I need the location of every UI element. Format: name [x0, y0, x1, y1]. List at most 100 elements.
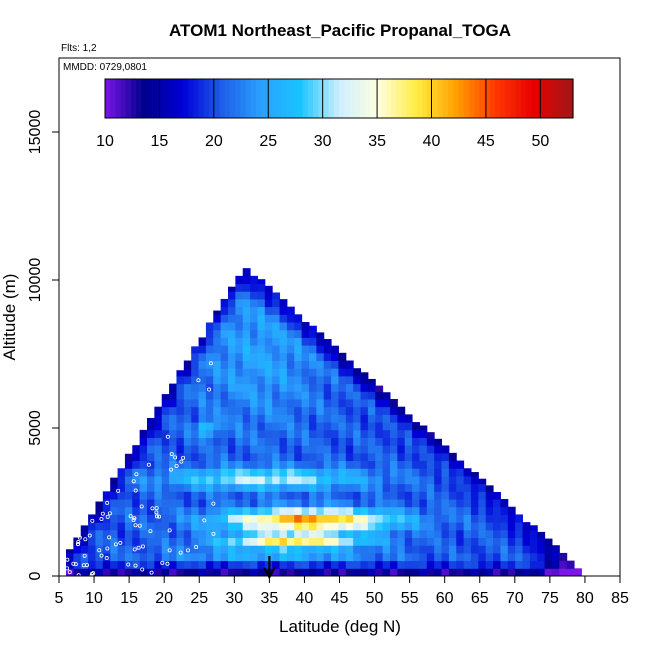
heatmap-cell [294, 537, 303, 546]
heatmap-cell [242, 298, 251, 308]
heatmap-cell [279, 322, 288, 331]
heatmap-cell [507, 514, 516, 523]
heatmap-cell [176, 460, 185, 469]
colorbar-segment [417, 79, 423, 118]
heatmap-cell [308, 360, 317, 369]
heatmap-cell [279, 375, 288, 385]
heatmap-cell [183, 475, 192, 485]
heatmap-cell [441, 445, 450, 454]
heatmap-cell [279, 398, 288, 408]
heatmap-cell [301, 445, 310, 454]
sample-point [99, 553, 104, 558]
heatmap-cell [323, 452, 332, 462]
heatmap-cell [338, 406, 347, 415]
heatmap-cell [272, 529, 281, 539]
heatmap-cell [102, 491, 111, 500]
heatmap-cell [286, 468, 295, 477]
heatmap-cell [272, 545, 281, 554]
x-tick-label: 20 [155, 590, 173, 607]
heatmap-cell [375, 437, 384, 446]
heatmap-cell [250, 368, 258, 377]
heatmap-cell [205, 537, 214, 546]
heatmap-cell [412, 522, 420, 531]
heatmap-cell [294, 406, 303, 415]
x-tick-label: 25 [190, 590, 208, 607]
heatmap-cell [220, 445, 229, 454]
heatmap-cell [80, 537, 89, 546]
sample-point [208, 361, 213, 366]
heatmap-cell [397, 506, 406, 515]
heatmap-cell [264, 285, 273, 292]
heatmap-cell [294, 522, 303, 531]
heatmap-cell [397, 414, 406, 423]
heatmap-cell [338, 429, 347, 438]
heatmap-cell [404, 522, 413, 531]
heatmap-cell [183, 383, 192, 392]
heatmap-cell [323, 406, 332, 415]
heatmap-cell [434, 522, 443, 531]
heatmap-cell [242, 414, 251, 423]
heatmap-cell [537, 537, 546, 546]
heatmap-cell [161, 429, 170, 438]
heatmap-cell [434, 514, 443, 523]
heatmap-cell [257, 537, 266, 546]
heatmap-cell [250, 337, 258, 346]
heatmap-cell [360, 372, 369, 377]
heatmap-cell [456, 499, 465, 508]
heatmap-cell [367, 552, 376, 562]
heatmap-cell [242, 406, 251, 415]
heatmap-cell [286, 306, 295, 315]
heatmap-cell [191, 537, 200, 546]
heatmap-cell [404, 460, 413, 469]
heatmap-cell [375, 537, 384, 546]
heatmap-cell [389, 545, 398, 554]
heatmap-cell [250, 429, 258, 438]
heatmap-cell [242, 468, 251, 477]
heatmap-cell [250, 560, 258, 569]
heatmap-cell [316, 537, 325, 546]
heatmap-cell [161, 475, 170, 485]
heatmap-cell [316, 383, 325, 392]
heatmap-cell [272, 391, 281, 400]
heatmap-cell [191, 360, 200, 369]
heatmap-cell [198, 398, 207, 408]
heatmap-cell [463, 560, 472, 569]
heatmap-cell [331, 522, 339, 531]
heatmap-cell [323, 375, 332, 385]
heatmap-cell [198, 445, 207, 454]
heatmap-cell [161, 406, 170, 415]
x-axis: 5 10 15 20 25 30 35 40 45 50 55 60 65 70 75 80 85 [55, 576, 629, 607]
heatmap-cell [294, 337, 303, 346]
heatmap-cell [367, 545, 376, 554]
colorbar-segment [339, 79, 345, 118]
colorbar-tick-label: 40 [423, 133, 441, 150]
heatmap-cell [412, 468, 420, 477]
heatmap-cell [331, 345, 339, 354]
heatmap-cell [220, 483, 229, 492]
heatmap-cell [228, 414, 236, 423]
sample-point [116, 488, 121, 493]
heatmap-cell [286, 337, 295, 346]
heatmap-cell [139, 475, 148, 485]
heatmap-cell [353, 552, 362, 562]
heatmap-cell [191, 414, 200, 423]
heatmap-cell [80, 560, 89, 569]
heatmap-cell [257, 368, 266, 377]
heatmap-cell [397, 552, 406, 562]
heatmap-cell [176, 522, 185, 531]
heatmap-cell [191, 506, 200, 515]
heatmap-cell [500, 506, 509, 515]
heatmap-cell [316, 345, 325, 354]
heatmap-cell [485, 552, 494, 562]
heatmap-cell [117, 529, 126, 539]
heatmap-cell [242, 560, 251, 569]
heatmap-cell [441, 529, 450, 539]
heatmap-cell [500, 514, 509, 523]
heatmap-cell [183, 468, 192, 477]
heatmap-cell [132, 522, 141, 531]
heatmap-cell [389, 483, 398, 492]
heatmap-cell [448, 537, 457, 546]
heatmap-cell [412, 437, 420, 446]
heatmap-cell [397, 560, 406, 569]
heatmap-cell [176, 414, 185, 423]
